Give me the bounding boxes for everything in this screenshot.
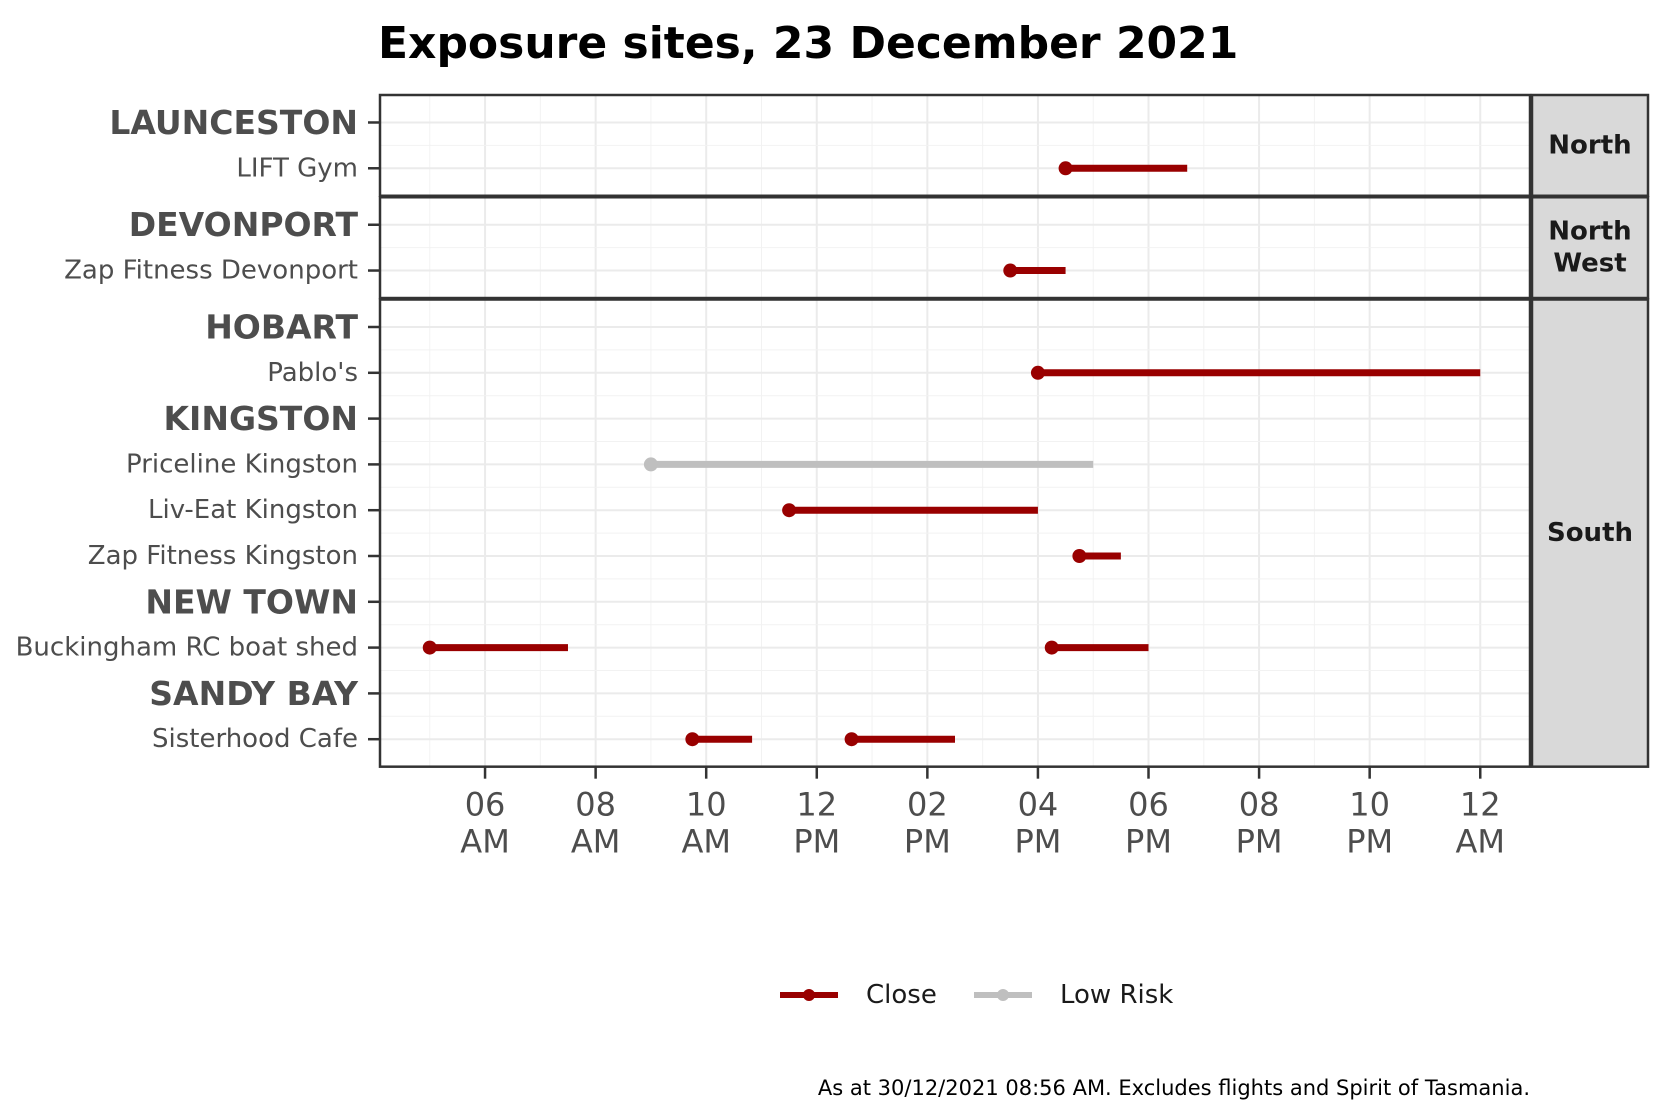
- exposure-start-point-lift-gym-1: [1058, 161, 1073, 176]
- x-tick-label-time: 10: [1349, 786, 1390, 824]
- location-label-devonport: DEVONPORT: [129, 205, 359, 244]
- x-tick-label-ampm: AM: [460, 823, 510, 861]
- facet-strip-label: North: [1548, 130, 1631, 160]
- exposure-start-point-priceline-kingston-1: [643, 457, 658, 472]
- facet-strip-label: West: [1553, 249, 1626, 279]
- site-label-zap-fitness-kingston: Zap Fitness Kingston: [88, 541, 358, 571]
- x-tick-label-time: 12: [796, 786, 837, 824]
- x-tick-label-ampm: PM: [1125, 823, 1172, 861]
- x-tick-label-time: 10: [686, 786, 727, 824]
- exposure-start-point-buckingham-rc-boat-shed-1: [422, 640, 437, 655]
- exposure-start-point-sisterhood-cafe-2: [844, 732, 859, 747]
- panels: LAUNCESTON LIFT Gym North DEVONPORT Zap Fitn…: [16, 93, 1650, 768]
- facet-strip: [1530, 196, 1650, 300]
- x-tick-label-time: 02: [907, 786, 948, 824]
- location-label-new-town: NEW TOWN: [145, 582, 358, 621]
- legend-label: Close: [866, 980, 937, 1010]
- exposure-start-point-buckingham-rc-boat-shed-2: [1044, 640, 1059, 655]
- site-label-liv-eat-kingston: Liv-Eat Kingston: [148, 495, 358, 525]
- exposure-start-point-liv-eat-kingston-1: [782, 503, 797, 518]
- x-tick-label-time: 04: [1018, 786, 1059, 824]
- x-tick-label-ampm: PM: [1236, 823, 1283, 861]
- site-label-pablo-s: Pablo's: [267, 358, 358, 388]
- x-tick-label-time: 06: [465, 786, 506, 824]
- x-tick-label-ampm: AM: [681, 823, 731, 861]
- site-label-zap-fitness-devonport: Zap Fitness Devonport: [64, 256, 358, 286]
- chart-caption: As at 30/12/2021 08:56 AM. Excludes flig…: [818, 1076, 1530, 1100]
- site-label-lift-gym: LIFT Gym: [236, 153, 358, 183]
- location-label-kingston: KINGSTON: [163, 399, 358, 438]
- x-tick-label-ampm: PM: [904, 823, 951, 861]
- facet-strip-label: South: [1547, 518, 1633, 548]
- x-tick-label-ampm: PM: [793, 823, 840, 861]
- x-tick-label-time: 08: [575, 786, 616, 824]
- legend-label: Low Risk: [1060, 980, 1173, 1010]
- x-tick-label-ampm: PM: [1014, 823, 1061, 861]
- facet-strip: [1530, 298, 1650, 768]
- exposure-start-point-pablo-s-1: [1030, 365, 1045, 380]
- x-tick-label-ampm: PM: [1346, 823, 1393, 861]
- legend-entry-close: Close: [780, 980, 937, 1010]
- site-label-buckingham-rc-boat-shed: Buckingham RC boat shed: [16, 633, 358, 663]
- location-label-launceston: LAUNCESTON: [109, 103, 358, 142]
- facet-strip: [1530, 93, 1650, 198]
- panel-border: [378, 298, 1532, 768]
- chart-title: Exposure sites, 23 December 2021: [378, 18, 1238, 69]
- legend-entry-low-risk: Low Risk: [974, 980, 1173, 1010]
- legend-key-point: [803, 989, 815, 1001]
- x-tick-label-ampm: AM: [1455, 823, 1505, 861]
- site-label-sisterhood-cafe: Sisterhood Cafe: [152, 724, 358, 754]
- x-tick-label-time: 08: [1239, 786, 1280, 824]
- exposure-start-point-sisterhood-cafe-1: [685, 732, 700, 747]
- x-tick-label-time: 12: [1460, 786, 1501, 824]
- location-label-sandy-bay: SANDY BAY: [149, 674, 359, 713]
- panel-border: [378, 196, 1532, 300]
- panel-north: LAUNCESTON LIFT Gym North: [109, 93, 1650, 198]
- x-tick-label-time: 06: [1128, 786, 1169, 824]
- location-label-hobart: HOBART: [205, 308, 358, 347]
- panel-border: [378, 93, 1532, 198]
- legend-key-point: [997, 989, 1009, 1001]
- x-tick-label-ampm: AM: [571, 823, 621, 861]
- exposure-start-point-zap-fitness-devonport-1: [1003, 263, 1018, 278]
- site-label-priceline-kingston: Priceline Kingston: [126, 449, 358, 479]
- facet-strip-label: North: [1548, 217, 1631, 247]
- exposure-start-point-zap-fitness-kingston-1: [1072, 549, 1087, 563]
- panel-south: HOBART Pablo's KINGSTON Priceline Kingston L…: [16, 298, 1650, 768]
- legend: Close Low Risk: [780, 980, 1173, 1010]
